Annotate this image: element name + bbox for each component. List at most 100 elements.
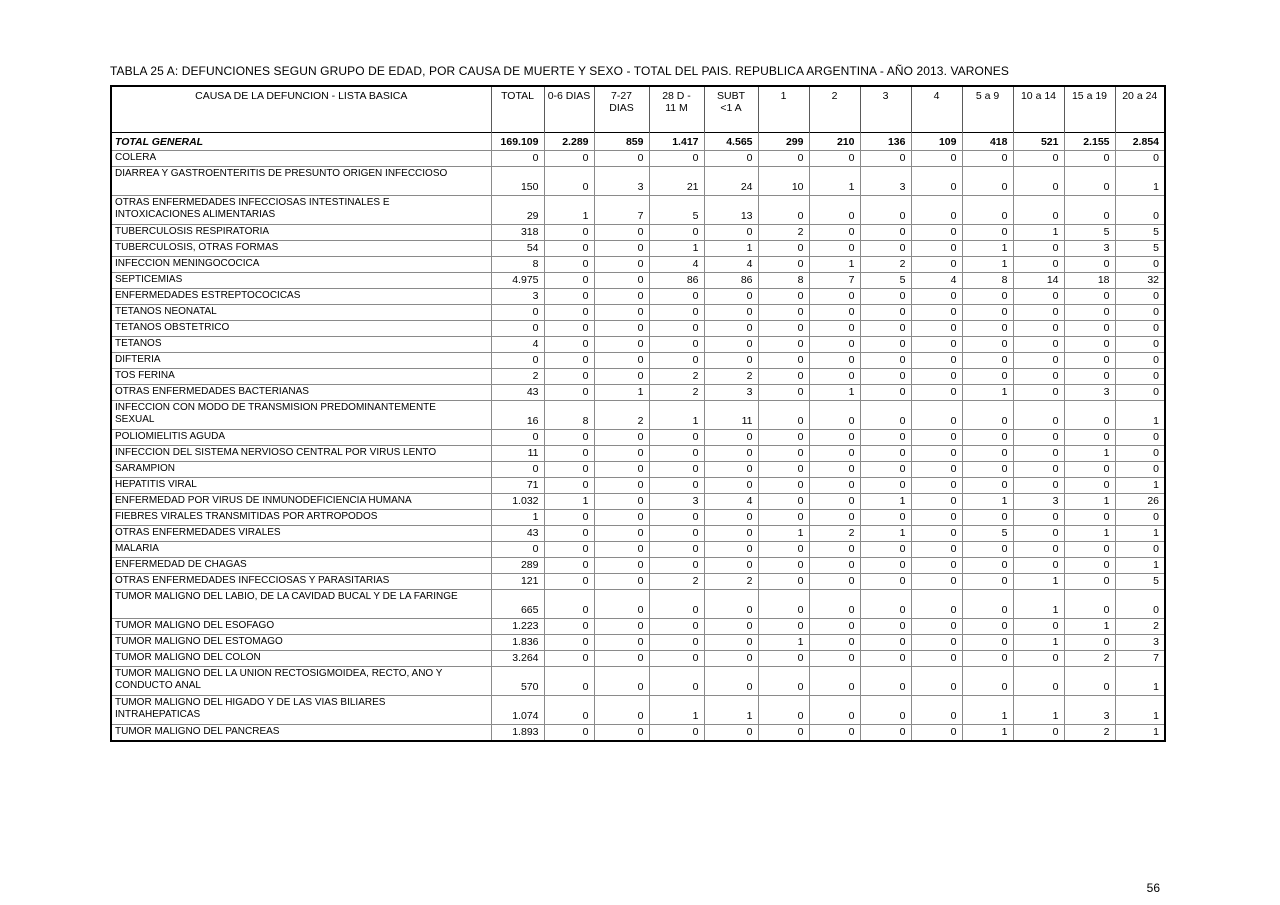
column-header: 5 a 9 xyxy=(961,86,1013,132)
cell-value: 418 xyxy=(961,132,1013,150)
cell-value: 0 xyxy=(703,525,758,541)
cell-value: 0 xyxy=(910,336,962,352)
cell-value: 0 xyxy=(1063,666,1115,695)
cell-value: 8 xyxy=(490,256,544,272)
cell-value: 0 xyxy=(757,461,809,477)
row-label: TUMOR MALIGNO DEL LABIO, DE LA CAVIDAD B… xyxy=(115,590,458,602)
cell-value: 0 xyxy=(490,541,544,557)
cell-value: 5 xyxy=(1114,573,1165,589)
cell-value: 0 xyxy=(648,541,704,557)
cell-value: 0 xyxy=(1012,724,1064,741)
cell-value: 0 xyxy=(1012,166,1064,195)
cell-value: 0 xyxy=(757,429,809,445)
cell-value: 86 xyxy=(648,272,704,288)
cell-value: 3 xyxy=(703,384,758,400)
cell-value: 0 xyxy=(543,477,594,493)
column-header-cause: CAUSA DE LA DEFUNCION - LISTA BASICA xyxy=(195,90,408,102)
cell-value: 0 xyxy=(648,509,704,525)
cell-value: 2 xyxy=(648,573,704,589)
cell-value: 0 xyxy=(1063,320,1115,336)
cell-value: 0 xyxy=(648,320,704,336)
cell-value: 2 xyxy=(1063,650,1115,666)
cell-value: 299 xyxy=(757,132,809,150)
cell-value: 0 xyxy=(593,461,649,477)
cell-value: 0 xyxy=(859,695,911,724)
table-row: TETANOS 4 0 0 0 0 0 0 0 0 0 0 0 0 xyxy=(111,336,1165,352)
cell-value: 0 xyxy=(808,509,860,525)
cell-value: 0 xyxy=(543,589,594,618)
cell-value: 0 xyxy=(757,352,809,368)
table-row: INFECCION MENINGOCOCICA 8 0 0 4 4 0 1 2 0 1 0 0 0 xyxy=(111,256,1165,272)
cell-value: 0 xyxy=(1012,429,1064,445)
cell-value: 0 xyxy=(1063,429,1115,445)
cell-value: 0 xyxy=(910,150,962,166)
cell-value: 1 xyxy=(859,493,911,509)
cell-value: 0 xyxy=(808,288,860,304)
cell-value: 859 xyxy=(593,132,649,150)
cell-value: 1 xyxy=(703,240,758,256)
cell-value: 0 xyxy=(490,352,544,368)
cell-value: 1 xyxy=(1012,695,1064,724)
cell-value: 0 xyxy=(1114,589,1165,618)
cell-value: 0 xyxy=(593,525,649,541)
table-row: ENFERMEDADES ESTREPTOCOCICAS 3 0 0 0 0 0 0 0 0 0 0 0… xyxy=(111,288,1165,304)
cell-value: 0 xyxy=(808,666,860,695)
cell-value: 2 xyxy=(593,400,649,429)
cell-value: 0 xyxy=(961,224,1013,240)
cell-value: 1 xyxy=(961,240,1013,256)
cell-value: 0 xyxy=(757,320,809,336)
cell-value: 0 xyxy=(1063,336,1115,352)
cell-value: 0 xyxy=(543,288,594,304)
cell-value: 0 xyxy=(757,666,809,695)
row-label: OTRAS ENFERMEDADES INFECCIOSAS INTESTINA… xyxy=(115,196,390,220)
row-label: OTRAS ENFERMEDADES INFECCIOSAS Y PARASIT… xyxy=(115,574,390,586)
cell-value: 18 xyxy=(1063,272,1115,288)
table-row: TUMOR MALIGNO DEL ESOFAGO 1.223 0 0 0 0 0 0 0 0 0 0… xyxy=(111,618,1165,634)
cell-value: 0 xyxy=(648,589,704,618)
cell-value: 0 xyxy=(757,150,809,166)
cell-value: 0 xyxy=(859,224,911,240)
cell-value: 0 xyxy=(703,304,758,320)
cell-value: 0 xyxy=(859,650,911,666)
cell-value: 0 xyxy=(910,195,962,224)
cell-value: 0 xyxy=(593,493,649,509)
cell-value: 1 xyxy=(808,166,860,195)
cell-value: 0 xyxy=(1114,541,1165,557)
cell-value: 0 xyxy=(703,589,758,618)
cell-value: 0 xyxy=(1114,368,1165,384)
cell-value: 0 xyxy=(757,368,809,384)
cell-value: 1 xyxy=(961,695,1013,724)
cell-value: 0 xyxy=(808,724,860,741)
cell-value: 0 xyxy=(543,304,594,320)
cell-value: 0 xyxy=(910,304,962,320)
cell-value: 0 xyxy=(543,320,594,336)
column-header: 20 a 24 xyxy=(1114,86,1165,132)
cell-value: 0 xyxy=(808,695,860,724)
cell-value: 0 xyxy=(961,445,1013,461)
cell-value: 0 xyxy=(961,618,1013,634)
cell-value: 0 xyxy=(648,634,704,650)
cell-value: 0 xyxy=(859,352,911,368)
cell-value: 0 xyxy=(808,445,860,461)
cell-value: 0 xyxy=(1012,195,1064,224)
cell-value: 0 xyxy=(808,541,860,557)
cell-value: 0 xyxy=(757,400,809,429)
cell-value: 0 xyxy=(961,336,1013,352)
cell-value: 0 xyxy=(1063,557,1115,573)
cell-value: 0 xyxy=(808,477,860,493)
cell-value: 0 xyxy=(910,477,962,493)
cell-value: 0 xyxy=(648,224,704,240)
cell-value: 0 xyxy=(910,573,962,589)
cell-value: 0 xyxy=(648,429,704,445)
cell-value: 0 xyxy=(593,618,649,634)
cell-value: 5 xyxy=(1114,224,1165,240)
cell-value: 0 xyxy=(1012,352,1064,368)
cell-value: 71 xyxy=(490,477,544,493)
cell-value: 1 xyxy=(703,695,758,724)
cell-value: 0 xyxy=(1114,384,1165,400)
cell-value: 0 xyxy=(859,634,911,650)
cell-value: 0 xyxy=(1114,509,1165,525)
cell-value: 0 xyxy=(703,557,758,573)
cell-value: 5 xyxy=(1114,240,1165,256)
